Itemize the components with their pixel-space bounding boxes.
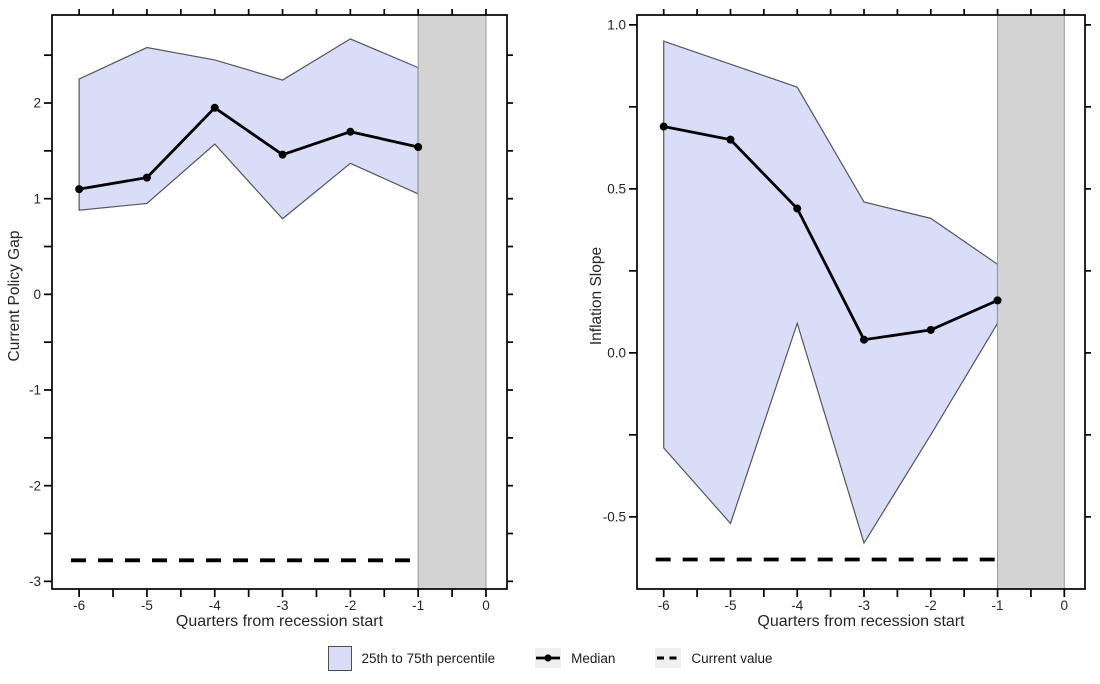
median-point (926, 325, 935, 334)
x-tick-label: -5 (724, 598, 736, 613)
legend-item-median: Median (535, 648, 615, 668)
legend-label-percentile-band: 25th to 75th percentile (361, 650, 496, 666)
median-point (75, 185, 84, 194)
median-point (726, 135, 735, 144)
median-point (414, 143, 423, 152)
median-point (142, 173, 151, 182)
x-tick-label: -2 (344, 598, 356, 613)
current-value-legend-key (655, 648, 682, 668)
x-tick-label: -3 (858, 598, 870, 613)
legend-item-current-value: Current value (655, 648, 772, 668)
x-tick-label: -6 (73, 598, 85, 613)
x-tick-label: -4 (209, 598, 221, 613)
y-tick-label: -2 (29, 478, 41, 493)
x-tick-label: -4 (791, 598, 803, 613)
legend: 25th to 75th percentile Median Current v… (0, 636, 1100, 680)
y-axis-title: Inflation Slope (588, 247, 605, 345)
y-tick-label: 2 (33, 96, 41, 111)
y-tick-label: -3 (29, 574, 41, 589)
x-tick-label: -6 (658, 598, 670, 613)
y-tick-label: 1 (33, 191, 41, 206)
x-tick-label: -2 (925, 598, 937, 613)
median-point (278, 150, 287, 159)
panel-right: -6 -5 -4 -3 -2 -1 0 1.0 0.5 0.0 -0.5 Quarters from … (588, 9, 1091, 630)
x-axis-title: Quarters from recession start (176, 613, 384, 630)
x-tick-label: -5 (141, 598, 153, 613)
percentile-band (663, 40, 999, 545)
x-tick-label: 0 (482, 598, 490, 613)
median-line (663, 125, 999, 342)
y-axis-title: Current Policy Gap (6, 231, 23, 362)
y-tick-label: 0 (33, 287, 41, 302)
x-tick-label: 0 (1061, 598, 1069, 613)
percentile-band-legend-key (327, 645, 352, 671)
median-line (78, 105, 419, 191)
panel-border (51, 14, 508, 590)
y-tick-label: 0.0 (607, 345, 626, 360)
legend-label-current-value: Current value (691, 650, 773, 666)
y-tick-label: -0.5 (603, 509, 626, 524)
median-point-glyph (544, 654, 552, 662)
median-point (346, 127, 355, 136)
legend-label-median: Median (571, 650, 616, 666)
median-point (993, 296, 1002, 305)
y-tick-label: 1.0 (607, 17, 626, 32)
legend-item-percentile-band: 25th to 75th percentile (327, 645, 496, 671)
legend-key-background (655, 648, 682, 668)
y-tick-label: -1 (29, 383, 41, 398)
median-point (659, 122, 668, 131)
x-tick-label: -3 (277, 598, 289, 613)
median-point (793, 204, 802, 213)
recession-shade (417, 14, 487, 590)
percentile-band (78, 38, 419, 220)
x-tick-label: -1 (412, 598, 424, 613)
y-tick-label: 0.5 (607, 181, 626, 196)
median-legend-key (535, 648, 562, 668)
panel-border (636, 14, 1086, 590)
recession-shade (997, 14, 1065, 590)
median-point (210, 103, 219, 112)
median-point (860, 335, 869, 344)
x-tick-label: -1 (992, 598, 1004, 613)
x-axis-title: Quarters from recession start (757, 613, 965, 630)
